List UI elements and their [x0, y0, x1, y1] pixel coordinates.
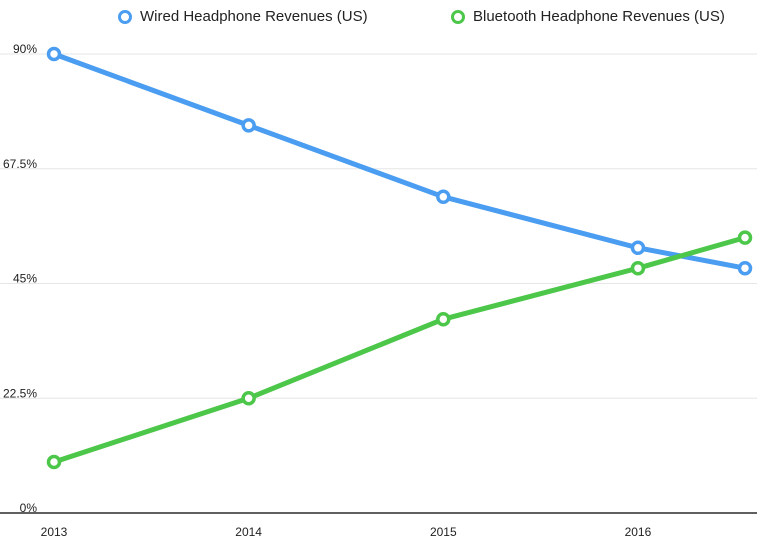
data-point-0-1[interactable] — [241, 118, 256, 133]
legend-marker-wired — [118, 9, 132, 24]
legend-item-bluetooth[interactable]: Bluetooth Headphone Revenues (US) — [451, 8, 725, 25]
legend-label-bluetooth: Bluetooth Headphone Revenues (US) — [473, 8, 725, 25]
data-point-0-4[interactable] — [737, 260, 753, 276]
legend: Wired Headphone Revenues (US) Bluetooth … — [0, 8, 757, 28]
x-tick-label: 2016 — [625, 525, 652, 539]
y-tick-label: 22.5% — [3, 386, 37, 400]
data-point-1-3[interactable] — [630, 260, 646, 276]
data-point-0-3[interactable] — [630, 240, 646, 256]
data-point-1-4[interactable] — [737, 230, 753, 245]
x-axis-ticks: 2013 2014 2015 2016 — [41, 525, 652, 539]
data-point-1-0[interactable] — [46, 454, 62, 470]
legend-label-wired: Wired Headphone Revenues (US) — [140, 8, 368, 25]
y-tick-label: 45% — [13, 272, 37, 286]
x-tick-label: 2013 — [41, 525, 68, 539]
series-group — [46, 46, 753, 470]
y-tick-label: 0% — [20, 501, 38, 515]
y-tick-label: 90% — [13, 42, 37, 56]
x-tick-label: 2015 — [430, 525, 457, 539]
data-point-0-0[interactable] — [46, 46, 62, 62]
data-point-1-2[interactable] — [436, 311, 451, 327]
data-point-1-1[interactable] — [241, 391, 256, 406]
data-point-0-2[interactable] — [436, 189, 451, 205]
x-tick-label: 2014 — [235, 525, 262, 539]
legend-item-wired[interactable]: Wired Headphone Revenues (US) — [118, 8, 368, 25]
legend-marker-bluetooth — [451, 9, 465, 24]
series-line-0 — [51, 51, 748, 271]
y-tick-label: 67.5% — [3, 157, 37, 171]
grid — [0, 53, 757, 514]
y-axis-ticks: 90% 67.5% 45% 22.5% 0% — [3, 42, 37, 515]
